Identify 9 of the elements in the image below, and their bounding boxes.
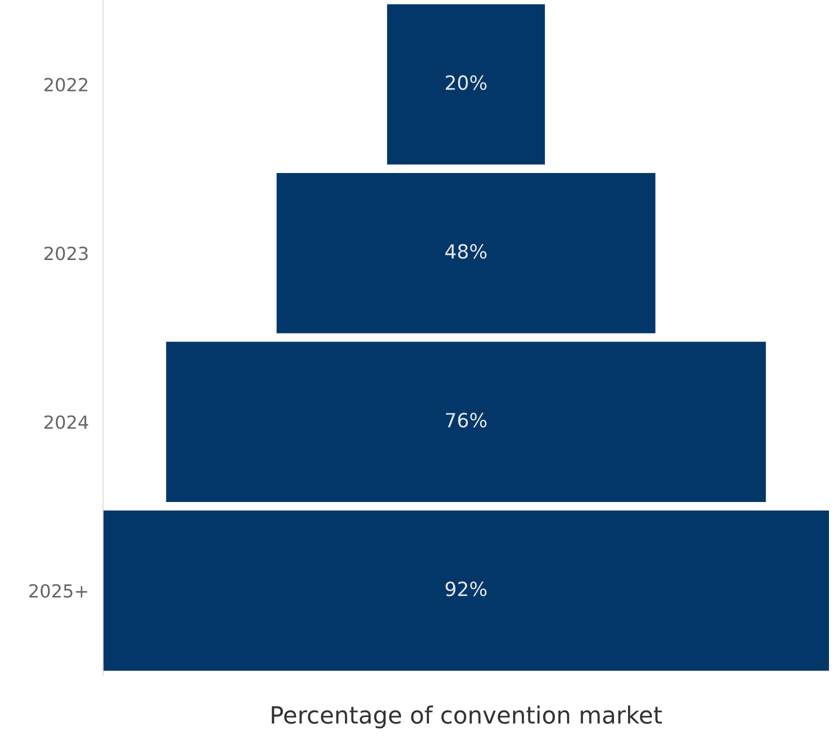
category-label: 2023: [44, 246, 88, 260]
data-label: 76%: [446, 412, 487, 428]
text: Percentage of convention market: [272, 706, 662, 728]
category-label: 2022: [44, 78, 88, 92]
data-label: 92%: [446, 582, 487, 596]
category-label: 2024: [44, 415, 88, 429]
category-label: 2025+: [29, 584, 88, 598]
data-label: 48%: [445, 244, 487, 259]
data-label: 20%: [446, 75, 487, 90]
